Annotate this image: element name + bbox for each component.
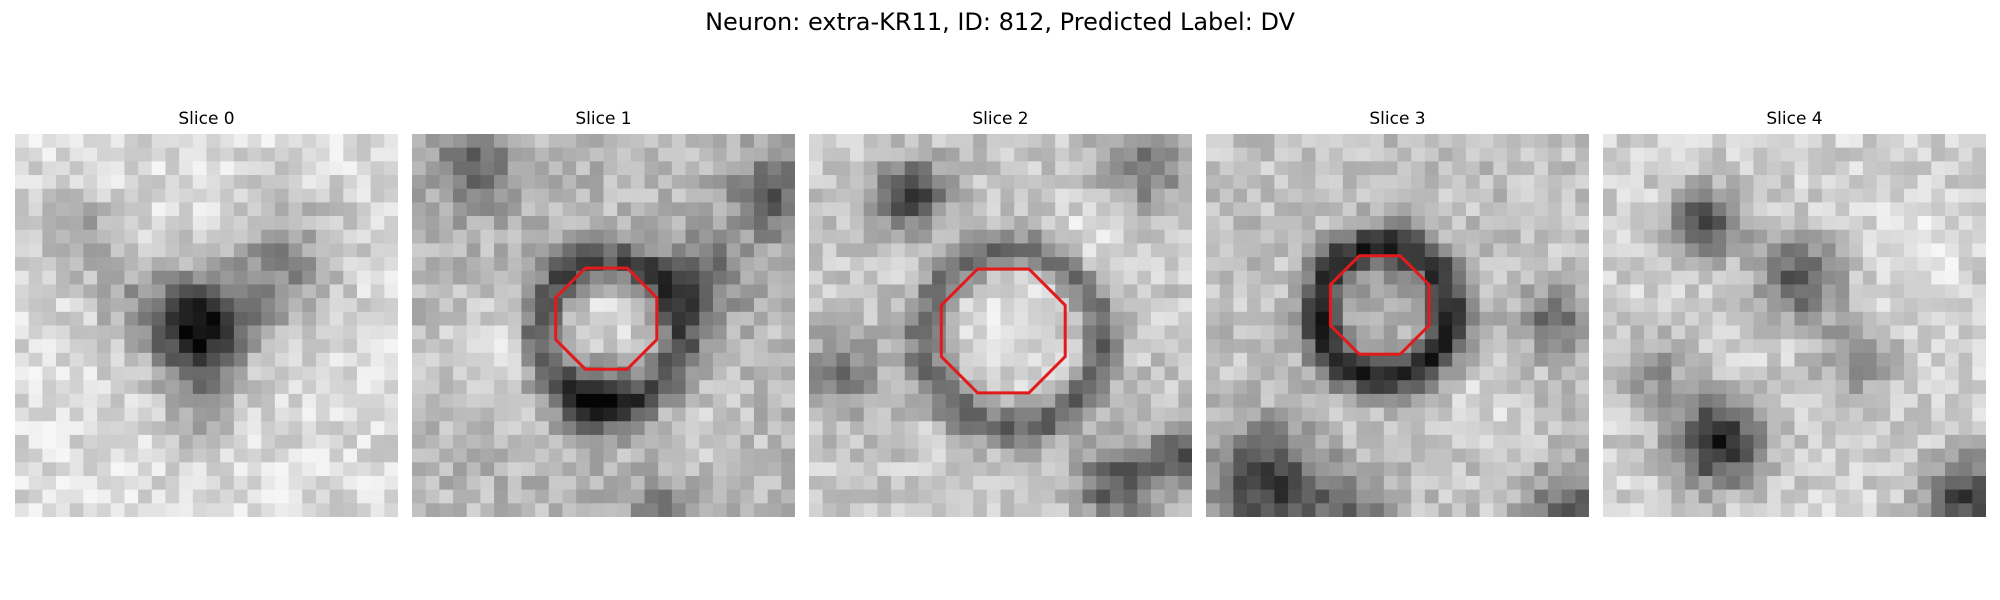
slice-image bbox=[1206, 134, 1589, 517]
slice-title: Slice 1 bbox=[412, 108, 795, 130]
slice-panel-0: Slice 0 bbox=[15, 108, 398, 530]
slice-title: Slice 3 bbox=[1206, 108, 1589, 130]
slice-image bbox=[809, 134, 1192, 517]
slice-panel-4: Slice 4 bbox=[1603, 108, 1986, 530]
slice-image bbox=[412, 134, 795, 517]
slice-panel-2: Slice 2 bbox=[809, 108, 1192, 530]
slice-image bbox=[15, 134, 398, 517]
slice-title: Slice 4 bbox=[1603, 108, 1986, 130]
slice-panel-1: Slice 1 bbox=[412, 108, 795, 530]
slice-panel-3: Slice 3 bbox=[1206, 108, 1589, 530]
slice-title: Slice 2 bbox=[809, 108, 1192, 130]
figure-title: Neuron: extra-KR11, ID: 812, Predicted L… bbox=[0, 8, 2000, 36]
slice-title: Slice 0 bbox=[15, 108, 398, 130]
slice-image bbox=[1603, 134, 1986, 517]
